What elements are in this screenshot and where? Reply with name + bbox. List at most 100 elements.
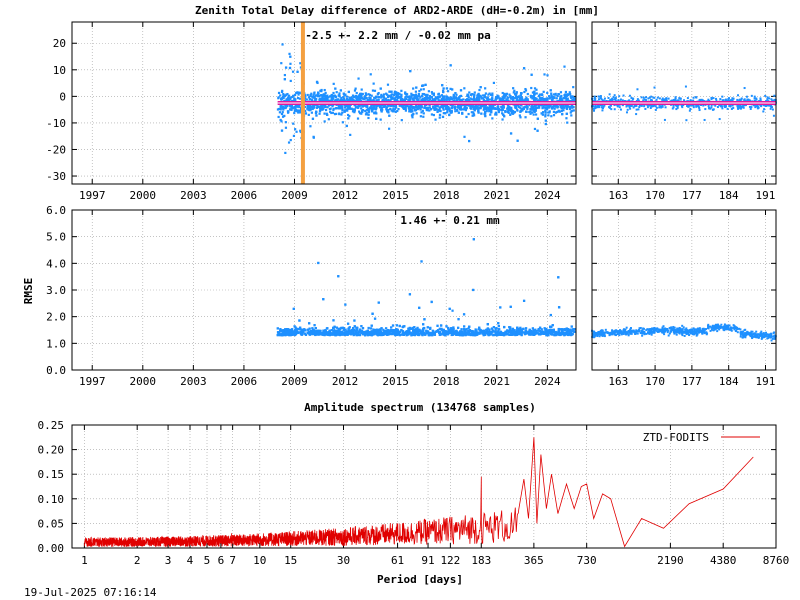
data-point — [535, 104, 538, 107]
data-point — [442, 108, 445, 111]
data-point — [320, 107, 323, 110]
data-point — [543, 73, 546, 76]
data-point — [289, 138, 292, 142]
data-point — [312, 105, 316, 109]
data-point — [482, 108, 485, 111]
data-point — [360, 88, 363, 91]
data-point — [519, 110, 522, 113]
data-point — [423, 97, 427, 100]
data-point — [437, 93, 440, 96]
data-point — [343, 109, 347, 112]
data-point — [430, 91, 433, 94]
data-point — [483, 94, 486, 97]
data-point — [281, 115, 285, 118]
data-point — [546, 74, 549, 77]
data-point — [497, 322, 500, 325]
data-point — [348, 104, 351, 108]
data-point — [544, 119, 547, 122]
data-point — [511, 97, 514, 100]
data-point — [377, 95, 380, 99]
zoom-data-point — [602, 105, 605, 108]
data-point — [532, 95, 535, 98]
zoom-data-point — [701, 99, 704, 102]
zoom-data-point — [759, 98, 762, 101]
zoom-data-point — [750, 94, 753, 97]
data-point — [534, 108, 537, 111]
data-point — [484, 87, 487, 90]
data-point — [565, 117, 568, 120]
zoom-data-point — [771, 108, 774, 111]
data-point — [373, 89, 377, 92]
data-point — [550, 96, 553, 99]
data-point — [544, 113, 547, 116]
data-point — [425, 108, 428, 112]
data-point — [392, 108, 395, 111]
data-point — [525, 106, 528, 109]
data-point — [279, 118, 282, 122]
data-point — [505, 92, 508, 95]
data-point — [553, 107, 556, 110]
data-point — [326, 98, 329, 102]
data-point — [454, 97, 457, 100]
data-point — [544, 122, 547, 126]
data-point — [444, 106, 448, 109]
data-point — [321, 108, 324, 111]
zoom-data-point — [635, 113, 638, 116]
data-point — [531, 95, 534, 98]
data-point — [569, 95, 572, 98]
data-point — [435, 104, 439, 107]
data-point — [313, 96, 316, 99]
data-point — [364, 92, 367, 95]
zoom-data-point — [661, 104, 664, 107]
data-point — [535, 88, 538, 91]
data-point — [538, 97, 541, 100]
zoom-x-tick-label-rmse-184: 184 — [719, 375, 739, 388]
zoom-data-point — [675, 108, 678, 111]
zoom-data-point — [692, 104, 695, 107]
data-point — [473, 107, 476, 110]
zoom-data-point — [695, 96, 698, 99]
data-point — [440, 94, 444, 97]
data-point — [460, 98, 463, 102]
data-point — [522, 106, 525, 109]
data-point — [561, 104, 564, 107]
data-point — [407, 99, 410, 102]
data-point — [372, 82, 375, 85]
zoom-data-point — [688, 109, 691, 112]
data-point — [431, 98, 434, 101]
data-point — [457, 111, 460, 114]
data-point — [387, 98, 390, 102]
zoom-data-point — [756, 107, 759, 110]
zoom-data-point — [740, 97, 743, 100]
data-point — [289, 96, 292, 99]
data-point — [298, 106, 301, 109]
data-point — [449, 87, 452, 90]
data-point — [329, 95, 332, 98]
zoom-data-point — [729, 105, 732, 108]
zoom-data-point — [671, 99, 674, 102]
data-point — [476, 94, 479, 97]
data-point — [515, 94, 518, 97]
data-point — [411, 107, 414, 110]
data-point — [435, 107, 438, 110]
zoom-data-point — [597, 105, 600, 108]
zoom-data-point — [698, 107, 701, 110]
zoom-data-point — [613, 108, 616, 111]
data-point — [428, 106, 431, 109]
data-point — [551, 106, 554, 110]
zoom-data-point — [626, 108, 629, 111]
data-point — [452, 93, 455, 96]
data-point — [526, 107, 529, 111]
data-point — [373, 111, 376, 115]
data-point — [506, 110, 509, 113]
data-point — [358, 94, 361, 97]
data-point — [564, 96, 567, 99]
data-point — [311, 105, 314, 108]
data-point — [340, 96, 343, 100]
data-point — [547, 114, 550, 117]
data-point — [291, 70, 295, 73]
data-point — [358, 104, 361, 107]
zoom-data-point — [737, 106, 740, 109]
data-point — [483, 108, 487, 111]
data-point — [379, 106, 382, 109]
